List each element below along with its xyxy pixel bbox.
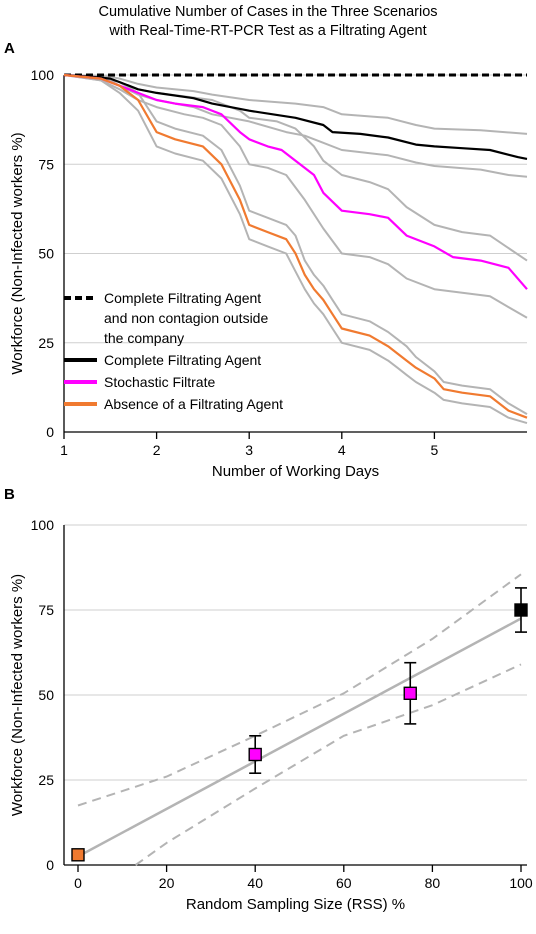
- legend-label-1: and non contagion outside: [104, 310, 268, 326]
- panel-a-y-tick-label: 25: [38, 335, 54, 351]
- series-absence-of-a-filtrating-agent: [63, 73, 528, 419]
- panel-a-y-axis-title: Workforce (Non-Infected workers %): [9, 132, 26, 374]
- legend-label-1: Complete Filtrating Agent: [104, 290, 261, 306]
- panel-a-y-tick-label: 50: [38, 246, 54, 262]
- figure-title-line-2: with Real-Time-RT-PCR Test as a Filtrati…: [108, 23, 426, 39]
- confidence-band-1: [77, 573, 522, 807]
- panel-b-x-tick-label: 100: [509, 875, 533, 891]
- panel-b-x-tick-label: 40: [247, 875, 263, 891]
- panel-a-chart: 0 25 50 75 100 1 2 3 4 5 Number of Working Days Wor…: [9, 67, 528, 480]
- panel-a-x-tick-label: 5: [431, 442, 439, 458]
- panel-a-x-axis-title: Number of Working Days: [212, 463, 379, 480]
- legend-label-2: Complete Filtrating Agent: [104, 352, 261, 368]
- data-point-1: [71, 848, 85, 862]
- panel-b-y-tick-label: 25: [38, 772, 54, 788]
- panel-a-y-tick-label: 100: [31, 67, 55, 83]
- series-complete-filtrating-agent: [63, 73, 528, 160]
- panel-b-y-tick-label: 0: [46, 857, 54, 873]
- panel-b-x-axis-title: Random Sampling Size (RSS) %: [186, 896, 405, 913]
- panel-b-y-tick-label: 100: [31, 517, 55, 533]
- panel-a-y-tick-label: 0: [46, 424, 54, 440]
- panel-b-chart: 0 25 50 75 100 0 20 40 60 80 100 Random Sampling Si…: [9, 517, 533, 913]
- data-point-4: [514, 603, 528, 617]
- series-stochastic-filtrate: [63, 73, 528, 290]
- panel-b-y-axis-title: Workforce (Non-Infected workers %): [9, 574, 26, 816]
- legend-label-1: the company: [104, 330, 184, 346]
- series-complete-filtrating-agent-upper: [63, 74, 528, 135]
- series-absence-of-a-filtrating-agent-lower: [63, 74, 528, 425]
- panel-b-y-tick-label: 75: [38, 602, 54, 618]
- panel-a-x-tick-label: 4: [338, 442, 346, 458]
- legend-label-3: Stochastic Filtrate: [104, 374, 215, 390]
- series-absence-of-a-filtrating-agent-upper: [63, 74, 528, 415]
- panel-b-x-tick-label: 0: [74, 875, 82, 891]
- legend-label-4: Absence of a Filtrating Agent: [104, 396, 283, 412]
- panel-a-x-tick-label: 2: [153, 442, 161, 458]
- panel-b-x-tick-label: 80: [425, 875, 441, 891]
- panel-b-x-tick-label: 60: [336, 875, 352, 891]
- panel-b-y-tick-label: 50: [38, 687, 54, 703]
- panel-a-x-tick-label: 3: [245, 442, 253, 458]
- panel-b-letter: B: [4, 486, 15, 503]
- series-stochastic-filtrate-lower: [63, 74, 528, 319]
- regression-line: [77, 617, 522, 858]
- panel-b-x-tick-label: 20: [159, 875, 175, 891]
- figure-title-line-1: Cumulative Number of Cases in the Three …: [98, 4, 437, 20]
- data-point-2: [248, 747, 262, 762]
- panel-a-y-tick-label: 75: [38, 156, 54, 172]
- panel-a-x-tick-label: 1: [60, 442, 68, 458]
- confidence-band-2: [135, 663, 522, 866]
- data-point-3: [403, 686, 417, 700]
- panel-a-letter: A: [4, 40, 15, 57]
